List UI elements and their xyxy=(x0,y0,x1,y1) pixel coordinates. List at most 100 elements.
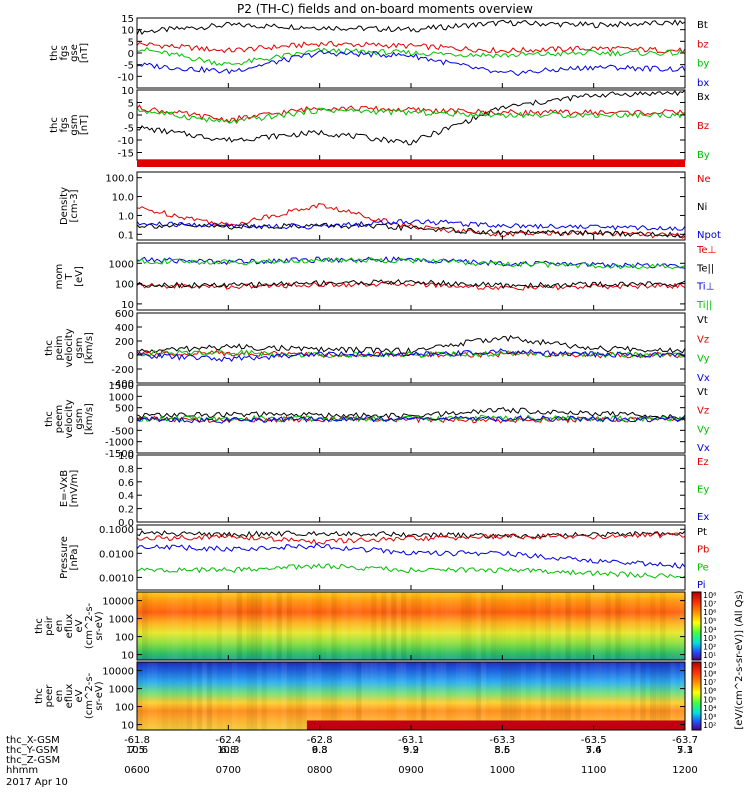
y-tick-label: 1500 xyxy=(109,381,134,392)
legend-Ne: Ne xyxy=(697,174,711,185)
legend-Ey: Ey xyxy=(697,485,709,496)
spectrogram-strip xyxy=(620,662,626,730)
spectrogram-strip xyxy=(286,592,292,660)
spectrogram-strip xyxy=(267,662,273,730)
footer-value: 5.3 xyxy=(677,745,693,756)
spectrogram-strip xyxy=(456,592,462,660)
spectrogram-strip xyxy=(570,592,576,660)
spectrogram-strip xyxy=(475,662,482,730)
footer-value-x: 8.5 xyxy=(494,745,510,756)
spectrogram-strip xyxy=(182,592,188,660)
panel-frame xyxy=(136,17,686,89)
legend-Bz: Bz xyxy=(697,121,709,132)
spectrogram-strip xyxy=(401,592,407,660)
spectrogram-strip xyxy=(401,662,407,730)
legend-Vt: Vt xyxy=(697,315,708,326)
legend-by: by xyxy=(697,59,709,70)
spectrogram-strip xyxy=(490,592,497,660)
footer: -61.8 -62.4 -62.8 -63.1 -63.3 -63.5 -63.7 thc_X… xyxy=(6,735,698,788)
y-axis-label: gse xyxy=(69,44,80,62)
spectrogram-strip xyxy=(545,662,551,730)
spectrogram-strip xyxy=(142,592,148,660)
y-axis-label: en xyxy=(54,690,65,703)
series-line-Pi xyxy=(136,543,686,569)
spectrogram-strip xyxy=(556,662,562,730)
y-axis-label: [km/s] xyxy=(84,403,95,435)
y-tick-label: 5 xyxy=(128,37,134,48)
spectrogram-strip xyxy=(316,592,322,660)
spectrogram-strip xyxy=(301,662,307,730)
spectrogram-strip xyxy=(440,592,447,660)
series-line-Pb xyxy=(136,532,686,545)
colorbar-tick-label: 10² xyxy=(703,642,716,651)
spectrogram-strip xyxy=(460,592,467,660)
spectrogram-strip xyxy=(496,592,502,660)
spectrogram-strip xyxy=(311,662,317,730)
spectrogram-strip xyxy=(161,662,168,730)
spectrogram-strip xyxy=(446,662,452,730)
page-title: P2 (TH-C) fields and on-board moments ov… xyxy=(237,2,533,16)
spectrogram-strip xyxy=(640,592,646,660)
footer-value: 0900 xyxy=(398,765,423,776)
y-tick-label: -10 xyxy=(118,72,134,83)
y-axis-label: peer xyxy=(44,684,55,708)
panel-e_vxb: 1.0 0.8 0.6 0.4 0.2 0.0 E=-VxB [mV/m] Ez Ey Ex xyxy=(59,451,709,529)
y-tick-label: 10 xyxy=(121,26,134,37)
spectrogram-strip xyxy=(212,662,218,730)
spectrogram-strip xyxy=(326,662,332,730)
y-axis-label: fgs xyxy=(59,45,70,60)
spectrogram-strip xyxy=(177,662,183,730)
spectrogram-strip xyxy=(481,592,487,660)
spectrogram-strip xyxy=(610,592,616,660)
spectrogram-strip xyxy=(471,592,477,660)
spectrogram-strip xyxy=(486,662,492,730)
spectrogram-strip xyxy=(182,662,188,730)
footer-row-label: hhmm xyxy=(6,765,38,776)
panel-frame xyxy=(136,89,686,161)
footer-top-value: -63.7 xyxy=(672,735,698,746)
footer-value-x: 7.6 xyxy=(586,745,602,756)
spectrogram-strip xyxy=(550,592,556,660)
y-tick-label: 0 xyxy=(128,49,134,60)
spectrogram-strip xyxy=(331,592,337,660)
colorbar-tick-label: 10⁴ xyxy=(703,704,716,713)
footer-value: 0800 xyxy=(307,765,332,776)
spectrogram-strip xyxy=(376,592,382,660)
spectrogram-strip xyxy=(600,592,606,660)
footer-top-value: -62.8 xyxy=(307,735,333,746)
spectrogram-strip xyxy=(321,592,327,660)
spectrogram-strip xyxy=(665,662,671,730)
spectrogram-strip xyxy=(237,662,243,730)
footer-top-value: -63.5 xyxy=(581,735,607,746)
y-tick-label: 100 xyxy=(115,703,134,714)
y-axis-label: sr-eV) xyxy=(94,681,105,710)
spectrogram-strip xyxy=(625,662,631,730)
panel-peir_eflux: 10000 1000 100 10 thc peir en eflux eV (cm^2-s-sr… xyxy=(34,591,686,662)
spectrogram-strip xyxy=(440,662,447,730)
panel-temperature: 1000 100 10 mom T [eV] Te⊥ Te|| Ti⊥ Ti|| xyxy=(54,242,716,311)
y-axis-label: [cm-3] xyxy=(69,189,80,222)
footer-date: 2017 Apr 10 xyxy=(6,777,68,788)
spectrogram-strip xyxy=(196,662,203,730)
spectrogram-strip xyxy=(535,662,541,730)
spectrogram-strip xyxy=(211,592,218,660)
legend-Pi: Pi xyxy=(697,580,706,591)
footer-value: 7.5 xyxy=(129,745,145,756)
spectrogram-strip xyxy=(202,592,208,660)
legend-Bx: Bx xyxy=(697,92,710,103)
y-tick-label: 0 xyxy=(128,351,134,362)
spectrogram-strip xyxy=(162,592,168,660)
spectrogram-strip xyxy=(137,662,143,730)
legend-Npot: Npot xyxy=(697,230,721,241)
legend-Te⊥: Te⊥ xyxy=(696,245,716,256)
spectrogram-strip xyxy=(396,592,402,660)
spectrogram-strip xyxy=(545,592,551,660)
y-axis-label: [nPa] xyxy=(69,544,80,570)
y-axis-label: E=-VxB xyxy=(59,470,70,507)
y-axis-label: [km/s] xyxy=(84,332,95,364)
legend-Pt: Pt xyxy=(697,527,707,538)
y-tick-label: 0.2 xyxy=(118,505,134,516)
spectrogram-strip xyxy=(526,592,532,660)
spectrogram-strip xyxy=(560,592,566,660)
